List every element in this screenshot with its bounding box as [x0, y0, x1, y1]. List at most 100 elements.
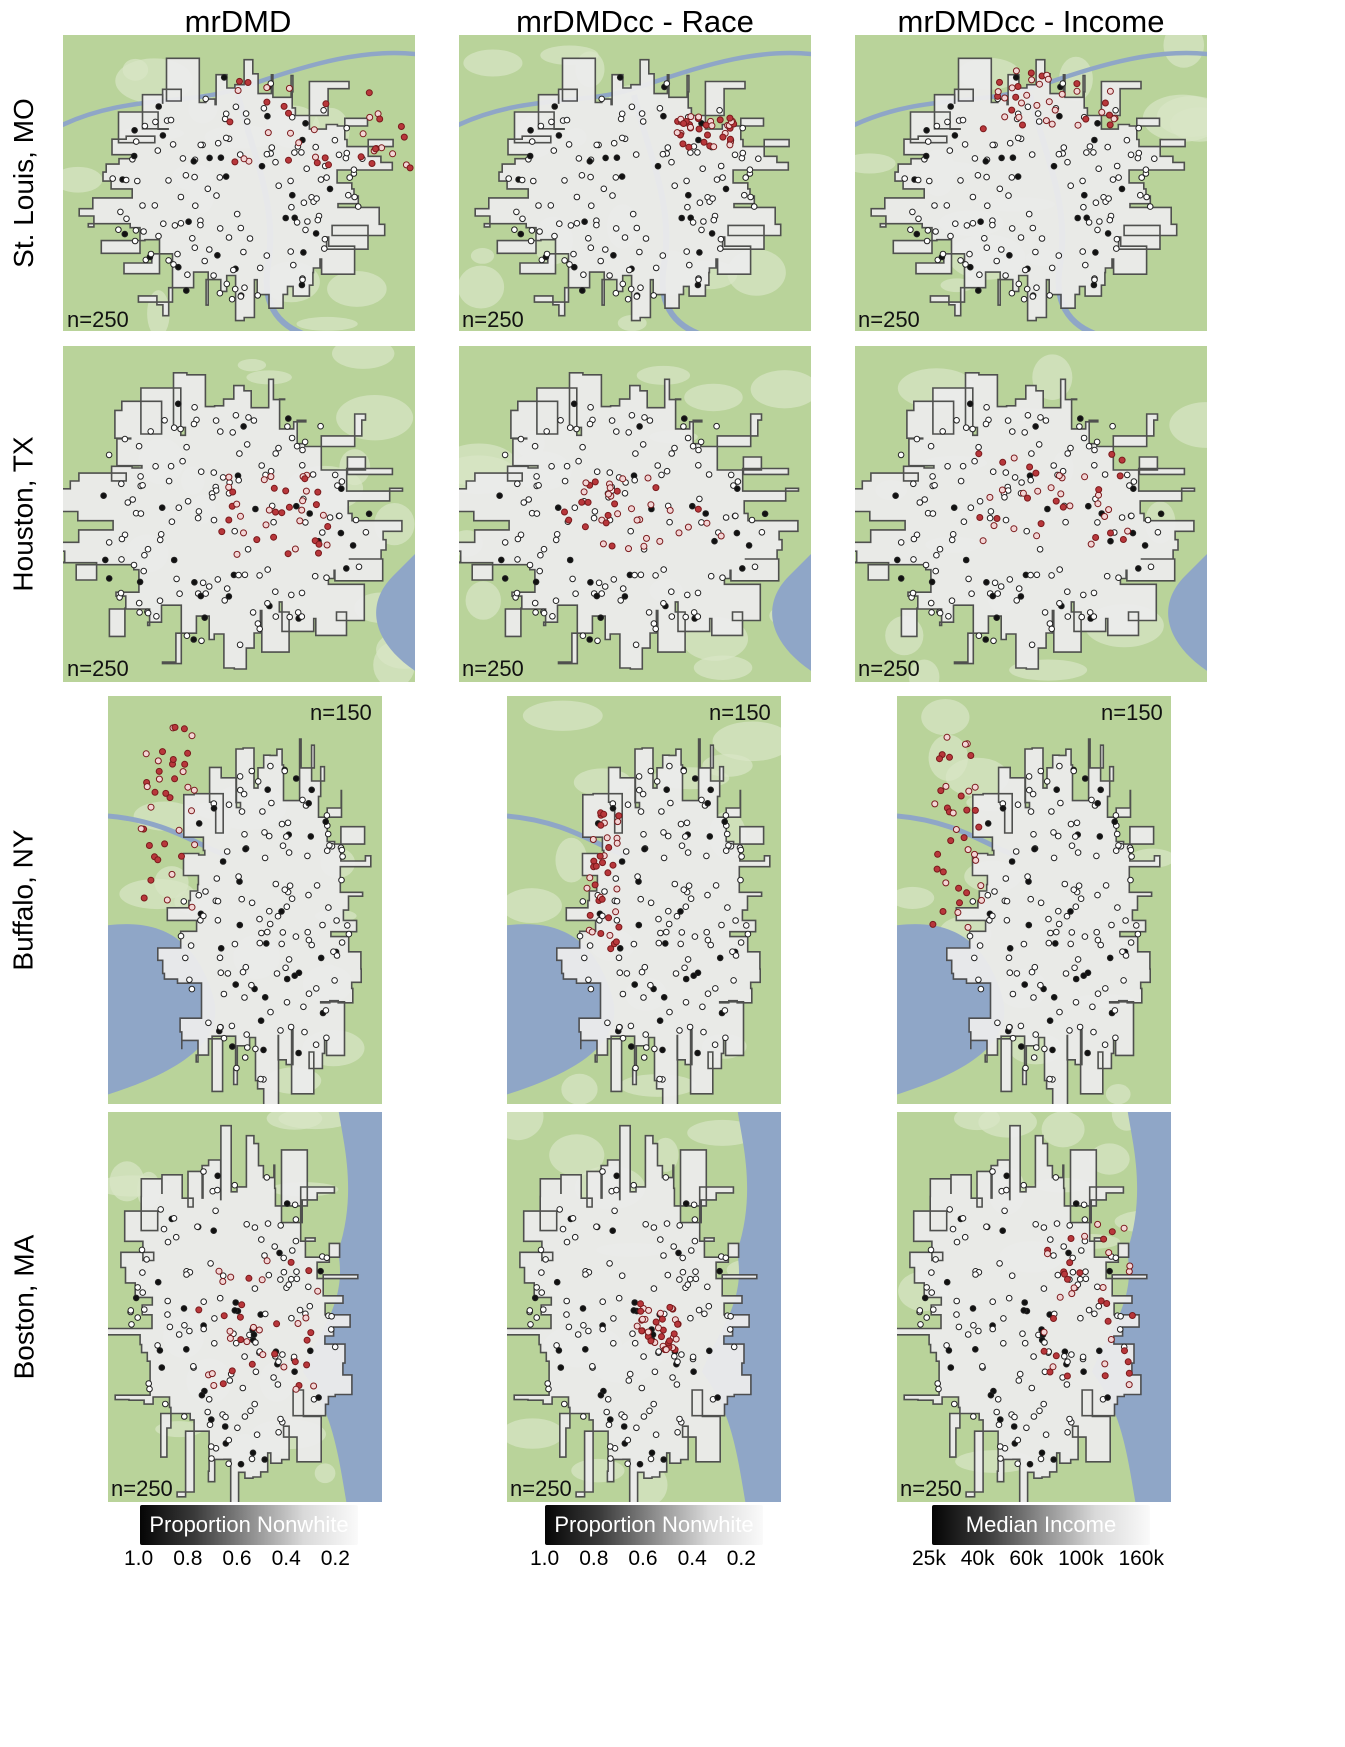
highlighted-marker: [1076, 1269, 1084, 1277]
location-marker: [1016, 1370, 1024, 1378]
location-marker: [243, 118, 251, 125]
location-marker: [582, 1271, 589, 1278]
location-marker: [243, 1031, 250, 1038]
location-marker: [1009, 990, 1017, 998]
location-marker: [585, 1327, 592, 1335]
location-marker: [531, 1294, 539, 1302]
location-marker: [952, 220, 959, 227]
terrain-patch: [687, 1119, 758, 1146]
location-marker: [251, 1400, 258, 1408]
location-marker: [648, 1449, 656, 1457]
location-marker: [1024, 103, 1032, 111]
highlighted-marker: [307, 1329, 315, 1337]
highlighted-marker: [227, 1273, 235, 1281]
highlighted-marker: [1074, 121, 1082, 129]
highlighted-marker: [639, 1315, 646, 1323]
location-marker: [566, 424, 574, 431]
location-marker: [654, 162, 662, 170]
location-marker: [671, 1353, 678, 1360]
location-marker: [922, 561, 930, 569]
highlighted-marker: [1106, 111, 1113, 119]
highlighted-marker: [1082, 115, 1090, 123]
highlighted-marker: [960, 834, 968, 842]
location-marker: [555, 1347, 563, 1354]
highlighted-marker: [954, 909, 962, 916]
location-marker: [313, 195, 320, 202]
location-marker: [135, 599, 143, 607]
row-label-buffalo: Buffalo, NY: [8, 829, 39, 971]
location-marker: [222, 173, 230, 180]
highlighted-marker: [226, 118, 234, 126]
location-marker: [646, 1407, 653, 1415]
location-marker: [547, 202, 555, 209]
highlighted-marker: [181, 760, 189, 768]
location-marker: [579, 898, 587, 905]
location-marker: [223, 848, 231, 855]
location-marker: [633, 293, 641, 300]
location-marker: [1061, 1353, 1068, 1360]
location-marker: [202, 888, 209, 895]
location-marker: [586, 158, 594, 165]
location-marker: [250, 1331, 258, 1338]
location-marker: [232, 981, 239, 988]
location-marker: [964, 1331, 972, 1338]
map-canvas: [63, 346, 415, 682]
location-marker: [292, 1237, 300, 1245]
location-marker: [1037, 414, 1044, 421]
location-marker: [326, 514, 334, 521]
location-marker: [1095, 165, 1102, 172]
location-marker: [322, 1007, 330, 1014]
highlighted-marker: [180, 725, 188, 733]
location-marker: [1000, 1340, 1007, 1347]
highlighted-marker: [929, 920, 937, 928]
highlighted-marker: [298, 506, 306, 514]
highlighted-marker: [310, 1382, 318, 1390]
highlighted-marker: [166, 794, 174, 802]
location-marker: [283, 1200, 291, 1207]
location-marker: [245, 414, 252, 421]
location-marker: [1022, 1064, 1029, 1072]
location-marker: [721, 1007, 729, 1014]
location-marker: [1017, 1022, 1025, 1030]
location-marker: [538, 1289, 546, 1296]
location-marker: [333, 917, 340, 924]
location-marker: [237, 786, 244, 794]
location-marker: [261, 994, 269, 1001]
highlighted-marker: [561, 508, 568, 516]
location-marker: [660, 1456, 667, 1463]
city-boundary: [63, 372, 404, 670]
location-marker: [345, 191, 352, 199]
location-marker: [272, 880, 280, 888]
location-marker: [322, 818, 329, 825]
highlighted-marker: [161, 840, 169, 848]
location-marker: [305, 891, 312, 899]
location-marker: [141, 1306, 148, 1313]
location-marker: [1106, 216, 1114, 224]
location-marker: [281, 767, 288, 775]
location-marker: [612, 225, 620, 232]
location-marker: [1137, 191, 1144, 199]
location-marker: [1080, 1368, 1087, 1376]
location-marker: [910, 480, 917, 488]
location-marker: [311, 572, 319, 580]
highlighted-marker: [315, 549, 322, 557]
location-marker: [674, 1358, 681, 1365]
terrain-patch: [463, 49, 523, 77]
location-marker: [929, 473, 936, 480]
location-marker: [1085, 1306, 1093, 1314]
highlighted-marker: [250, 1323, 257, 1331]
location-marker: [1034, 110, 1042, 117]
location-marker: [291, 1368, 298, 1376]
location-marker: [154, 147, 162, 154]
location-marker: [1048, 264, 1056, 272]
location-marker: [655, 1348, 662, 1355]
location-marker: [660, 994, 668, 1001]
location-marker: [637, 284, 644, 291]
highlighted-marker: [967, 752, 975, 759]
map-buffalo-mrdmd: [108, 696, 382, 1104]
location-marker: [696, 495, 703, 503]
location-marker: [141, 122, 149, 130]
location-marker: [128, 1321, 135, 1328]
highlighted-marker: [955, 884, 963, 892]
count-label: n=150: [709, 700, 771, 725]
